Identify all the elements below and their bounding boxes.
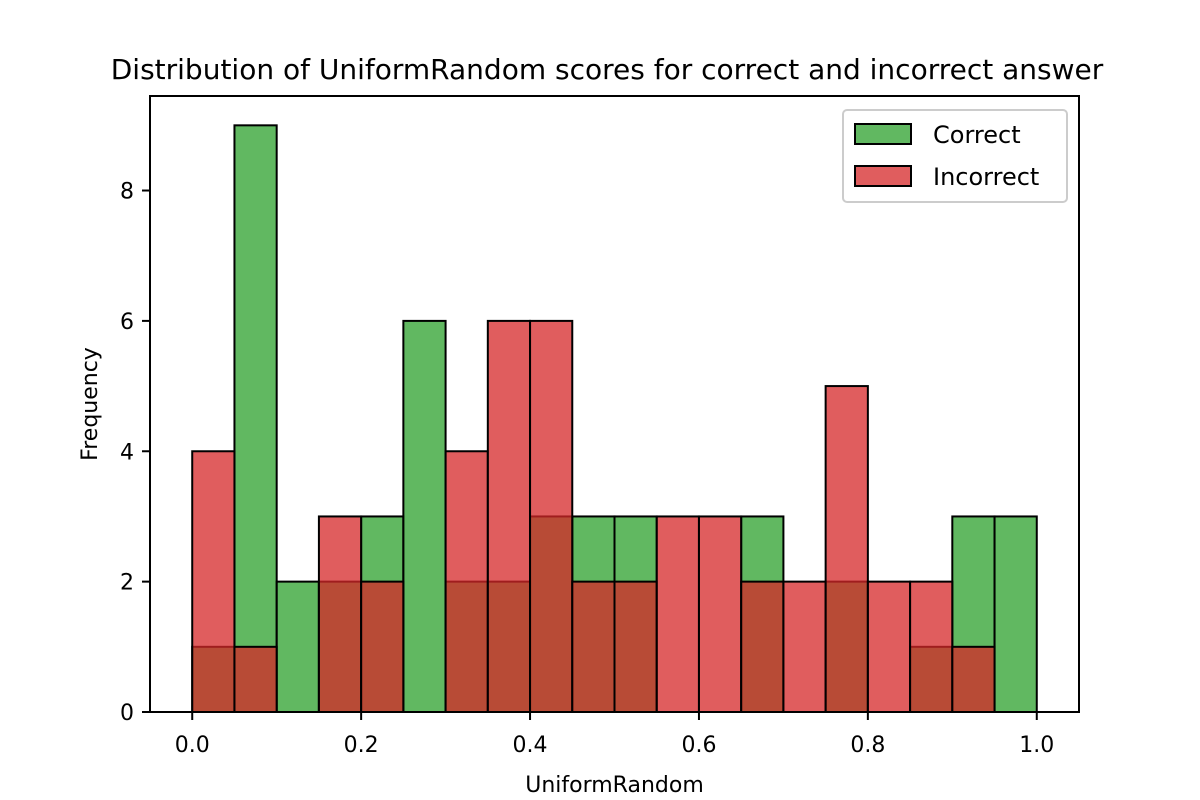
bar-incorrect-10 [613,580,658,714]
bars-layer [191,124,1038,714]
y-tick-label-1: 2 [120,571,134,596]
bar-incorrect-0 [191,450,236,713]
y-tick-label-4: 8 [120,180,134,205]
bar-incorrect-7 [486,319,532,713]
bar-incorrect-3 [317,515,363,714]
bar-incorrect-11 [655,515,700,714]
chart-title: Distribution of UniformRandom scores for… [111,53,1104,86]
bar-correct-2 [275,580,320,714]
y-tick-label-3: 6 [120,310,134,335]
bar-incorrect-1 [233,645,278,714]
bar-correct-1 [233,124,278,714]
bar-correct-5 [402,319,447,713]
legend-swatch-correct [854,123,912,145]
x-tick-label-4: 0.8 [850,733,885,758]
bar-incorrect-14 [782,580,827,714]
legend-label-correct: Correct [933,121,1021,149]
ticks-layer: 0.0 0.2 0.4 0.6 0.8 1.0 0 2 4 6 8 [120,180,1054,758]
bar-incorrect-18 [951,645,996,714]
bar-correct-19 [993,515,1038,714]
legend-swatch-incorrect [854,165,912,187]
bar-incorrect-8 [529,319,574,713]
bar-incorrect-17 [909,580,954,714]
bar-incorrect-4 [360,580,405,714]
x-axis-label: UniformRandom [525,773,704,798]
bar-incorrect-12 [697,515,743,714]
legend-label-incorrect: Incorrect [933,163,1039,191]
y-tick-label-2: 4 [120,440,134,465]
y-axis-label: Frequency [78,347,103,461]
bar-incorrect-16 [866,580,912,714]
bar-incorrect-6 [444,450,489,713]
legend: Correct Incorrect [842,109,1068,203]
x-tick-label-2: 0.4 [513,733,548,758]
x-tick-label-3: 0.6 [681,733,716,758]
x-tick-label-5: 1.0 [1019,733,1054,758]
bar-incorrect-9 [571,580,616,714]
bar-incorrect-15 [824,385,869,713]
bar-incorrect-13 [740,580,785,714]
y-tick-label-0: 0 [120,701,134,726]
plot-frame [149,95,1080,713]
x-tick-label-0: 0.0 [175,733,210,758]
x-tick-label-1: 0.2 [344,733,379,758]
series-incorrect [191,319,996,714]
